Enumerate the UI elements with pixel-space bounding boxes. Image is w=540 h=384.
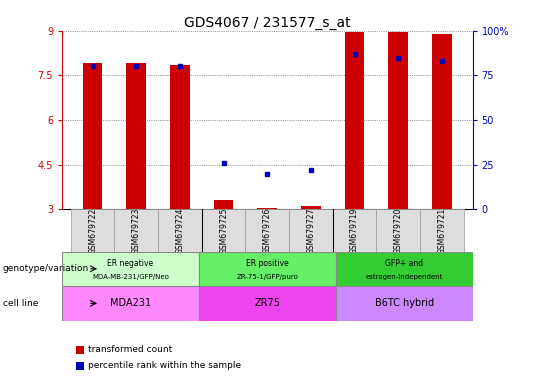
Bar [336, 286, 472, 321]
Bar [71, 209, 114, 252]
Text: ZR-75-1/GFP/puro: ZR-75-1/GFP/puro [237, 275, 298, 280]
Bar [126, 63, 146, 209]
Bar [83, 63, 103, 209]
Bar [214, 200, 233, 209]
Bar [202, 209, 246, 252]
Text: B6TC hybrid: B6TC hybrid [375, 298, 434, 308]
Text: ZR75: ZR75 [254, 298, 280, 308]
Bar [76, 346, 84, 354]
Bar [301, 206, 321, 209]
Text: GSM679719: GSM679719 [350, 207, 359, 253]
Bar [62, 286, 199, 321]
Text: GSM679725: GSM679725 [219, 207, 228, 253]
Text: ER positive: ER positive [246, 259, 289, 268]
Bar [114, 209, 158, 252]
Text: cell line: cell line [3, 299, 38, 308]
Bar [246, 209, 289, 252]
Bar [388, 32, 408, 209]
Bar [199, 286, 336, 321]
Bar [336, 252, 472, 286]
Bar [345, 32, 364, 209]
Bar [420, 209, 464, 252]
Text: percentile rank within the sample: percentile rank within the sample [88, 361, 241, 371]
Bar [333, 209, 376, 252]
Text: GSM679720: GSM679720 [394, 207, 403, 253]
Text: transformed count: transformed count [88, 346, 172, 354]
Bar [76, 362, 84, 370]
Text: MDA-MB-231/GFP/Neo: MDA-MB-231/GFP/Neo [92, 275, 169, 280]
Bar [258, 208, 277, 209]
Bar [158, 209, 202, 252]
Bar [289, 209, 333, 252]
Bar [376, 209, 420, 252]
Text: GSM679722: GSM679722 [88, 207, 97, 253]
Text: genotype/variation: genotype/variation [3, 264, 89, 273]
Text: GSM679724: GSM679724 [176, 207, 185, 253]
Title: GDS4067 / 231577_s_at: GDS4067 / 231577_s_at [184, 16, 350, 30]
Bar [170, 65, 190, 209]
Text: MDA231: MDA231 [110, 298, 151, 308]
Text: GFP+ and: GFP+ and [385, 259, 423, 268]
Bar [432, 34, 452, 209]
Text: estrogen-independent: estrogen-independent [366, 275, 443, 280]
Text: GSM679727: GSM679727 [307, 207, 315, 253]
Text: ER negative: ER negative [107, 259, 153, 268]
Text: GSM679726: GSM679726 [263, 207, 272, 253]
Bar [199, 252, 336, 286]
Text: GSM679721: GSM679721 [437, 207, 447, 253]
Text: GSM679723: GSM679723 [132, 207, 141, 253]
Bar [62, 252, 199, 286]
